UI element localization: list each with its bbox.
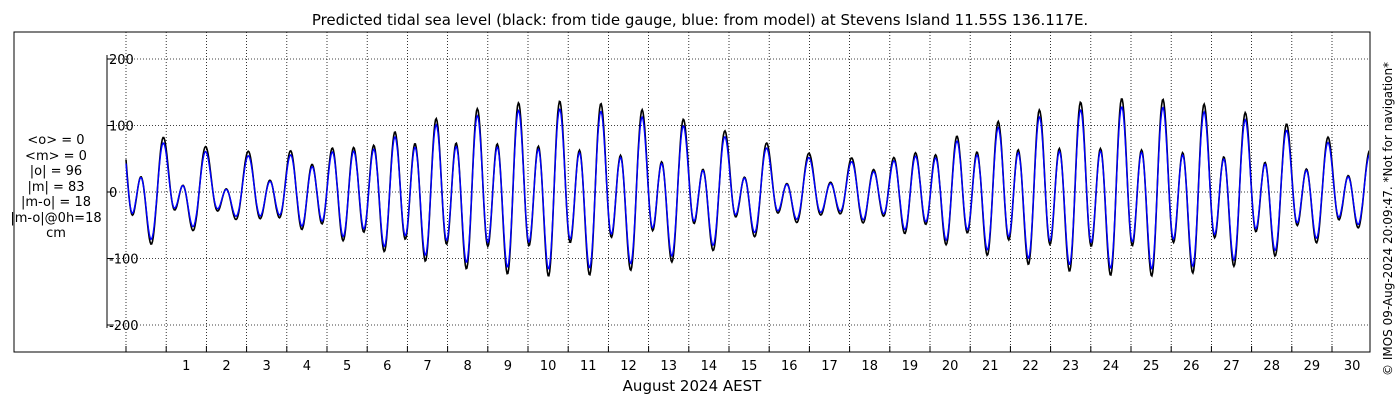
y-tick-label: -200 xyxy=(109,319,139,334)
copyright-notice: © IMOS 09-Aug-2024 20:09:47. *Not for na… xyxy=(1381,61,1395,376)
x-tick-label: 27 xyxy=(1223,359,1240,374)
x-tick-label: 12 xyxy=(620,359,637,374)
statistics-panel: <o> = 0 <m> = 0 |o| = 96 |m| = 83 |m-o| … xyxy=(8,133,104,242)
x-tick-label: 20 xyxy=(942,359,959,374)
x-tick-label: 29 xyxy=(1304,359,1321,374)
x-tick-label: 4 xyxy=(303,359,311,374)
x-tick-label: 19 xyxy=(902,359,919,374)
x-tick-label: 10 xyxy=(540,359,557,374)
x-tick-label: 17 xyxy=(821,359,838,374)
x-tick-label: 7 xyxy=(423,359,431,374)
y-tick-label: 0 xyxy=(109,186,117,201)
x-tick-label: 24 xyxy=(1103,359,1120,374)
stat-abs-difference: |m-o| = 18 xyxy=(20,195,91,210)
x-axis-label: August 2024 AEST xyxy=(623,377,762,395)
x-tick-label: 6 xyxy=(383,359,391,374)
x-tick-label: 3 xyxy=(263,359,271,374)
stat-mean-model: <m> = 0 xyxy=(25,148,87,164)
x-tick-label: 1 xyxy=(182,359,190,374)
x-tick-label: 16 xyxy=(781,359,798,374)
series-line-model xyxy=(125,106,1369,271)
x-tick-label: 15 xyxy=(741,359,758,374)
x-tick-label: 22 xyxy=(1022,359,1039,374)
y-tick-label: 100 xyxy=(109,120,134,135)
stat-abs-model: |m| = 83 xyxy=(27,179,85,195)
x-tick-label: 23 xyxy=(1062,359,1079,374)
x-tick-label: 5 xyxy=(343,359,351,374)
x-tick-label: 14 xyxy=(701,359,718,374)
x-tick-label: 25 xyxy=(1143,359,1160,374)
chart-title: Predicted tidal sea level (black: from t… xyxy=(312,11,1088,29)
y-tick-label: -100 xyxy=(109,253,139,268)
stat-mean-observed: <o> = 0 xyxy=(27,133,85,148)
stat-unit: cm xyxy=(46,226,66,241)
stat-abs-observed: |o| = 96 xyxy=(29,164,83,179)
x-tick-label: 21 xyxy=(982,359,999,374)
x-tick-label: 26 xyxy=(1183,359,1200,374)
x-tick-label: 11 xyxy=(580,359,597,374)
series-lines xyxy=(125,98,1369,278)
y-tick-label: 200 xyxy=(109,53,134,68)
x-tick-label: 28 xyxy=(1263,359,1280,374)
x-tick-label: 9 xyxy=(504,359,512,374)
stat-abs-difference-0h: |m-o|@0h=18 xyxy=(10,210,102,226)
x-tick-label: 30 xyxy=(1344,359,1361,374)
x-tick-label: 2 xyxy=(222,359,230,374)
x-tick-label: 8 xyxy=(464,359,472,374)
x-tick-label: 13 xyxy=(660,359,677,374)
x-tick-label: 18 xyxy=(861,359,878,374)
